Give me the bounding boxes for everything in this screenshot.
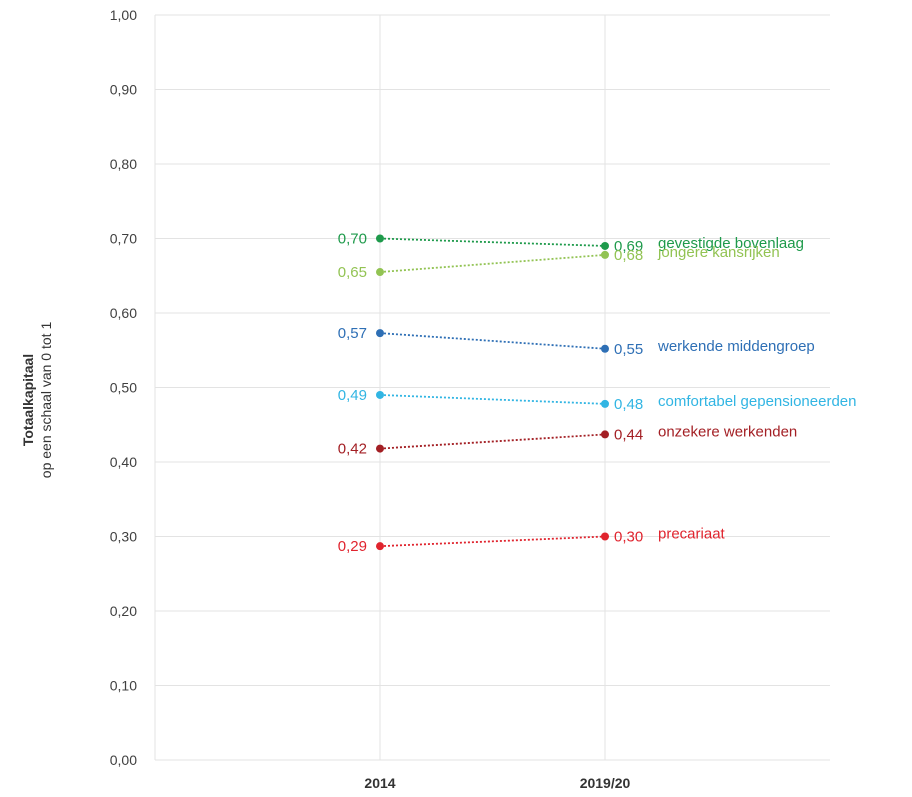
y-axis-title: Totaalkapitaal op een schaal van 0 tot 1 xyxy=(20,322,54,479)
series-name-label: jongere kansrijken xyxy=(657,244,780,261)
data-label: 0,48 xyxy=(614,396,643,413)
y-axis-title-sub: op een schaal van 0 tot 1 xyxy=(38,322,54,479)
axes: 0,00 0,10 0,20 0,30 0,40 0,50 0,60 0,70 0,80 0,90… xyxy=(110,7,631,791)
data-point xyxy=(601,532,609,541)
data-point xyxy=(601,250,609,259)
series-line xyxy=(379,433,606,450)
data-label: 0,30 xyxy=(614,529,643,546)
series-line xyxy=(379,253,606,273)
y-tick-label: 0,20 xyxy=(110,603,137,619)
series-name-label: gevestigde bovenlaag xyxy=(658,235,804,252)
series-points xyxy=(376,234,609,551)
y-tick-label: 0,70 xyxy=(110,231,137,247)
data-label: 0,55 xyxy=(614,341,643,358)
data-labels: 0,70 0,69 gevestigde bovenlaag 0,65 0,68 jong… xyxy=(338,231,857,556)
data-label: 0,29 xyxy=(338,538,367,555)
data-label: 0,69 xyxy=(614,238,643,255)
y-tick-label: 0,90 xyxy=(110,82,137,98)
data-label: 0,44 xyxy=(614,426,643,443)
data-point xyxy=(376,390,384,399)
y-tick-label: 1,00 xyxy=(110,7,137,23)
data-point xyxy=(601,344,609,353)
series-line xyxy=(379,332,606,350)
data-label: 0,49 xyxy=(338,387,367,404)
y-tick-label: 0,00 xyxy=(110,752,137,768)
series-name-label: werkende middengroep xyxy=(657,338,815,355)
data-label: 0,57 xyxy=(338,325,367,342)
data-point xyxy=(376,542,384,551)
data-point xyxy=(376,444,384,453)
series-name-label: precariaat xyxy=(658,526,726,543)
x-tick-label: 2014 xyxy=(364,775,395,791)
series-line xyxy=(379,394,606,405)
y-axis-title-main: Totaalkapitaal xyxy=(20,354,36,446)
y-tick-label: 0,10 xyxy=(110,678,137,694)
series-name-label: comfortabel gepensioneerden xyxy=(658,393,856,410)
y-tick-label: 0,80 xyxy=(110,156,137,172)
data-point xyxy=(601,241,609,250)
gridlines xyxy=(154,14,830,761)
data-label: 0,42 xyxy=(338,441,367,458)
series-name-label: onzekere werkenden xyxy=(658,423,797,440)
y-tick-label: 0,30 xyxy=(110,529,137,545)
y-tick-label: 0,50 xyxy=(110,380,137,396)
data-label: 0,70 xyxy=(338,231,367,248)
data-point xyxy=(376,234,384,243)
y-tick-label: 0,40 xyxy=(110,454,137,470)
data-point xyxy=(601,399,609,408)
data-label: 0,65 xyxy=(338,264,367,281)
data-label: 0,68 xyxy=(614,247,643,264)
y-tick-label: 0,60 xyxy=(110,305,137,321)
series-line xyxy=(379,237,606,247)
series-lines xyxy=(379,237,606,548)
x-tick-label: 2019/20 xyxy=(580,775,631,791)
data-point xyxy=(376,329,384,338)
data-point xyxy=(601,430,609,439)
data-point xyxy=(376,268,384,277)
series-line xyxy=(379,535,606,548)
